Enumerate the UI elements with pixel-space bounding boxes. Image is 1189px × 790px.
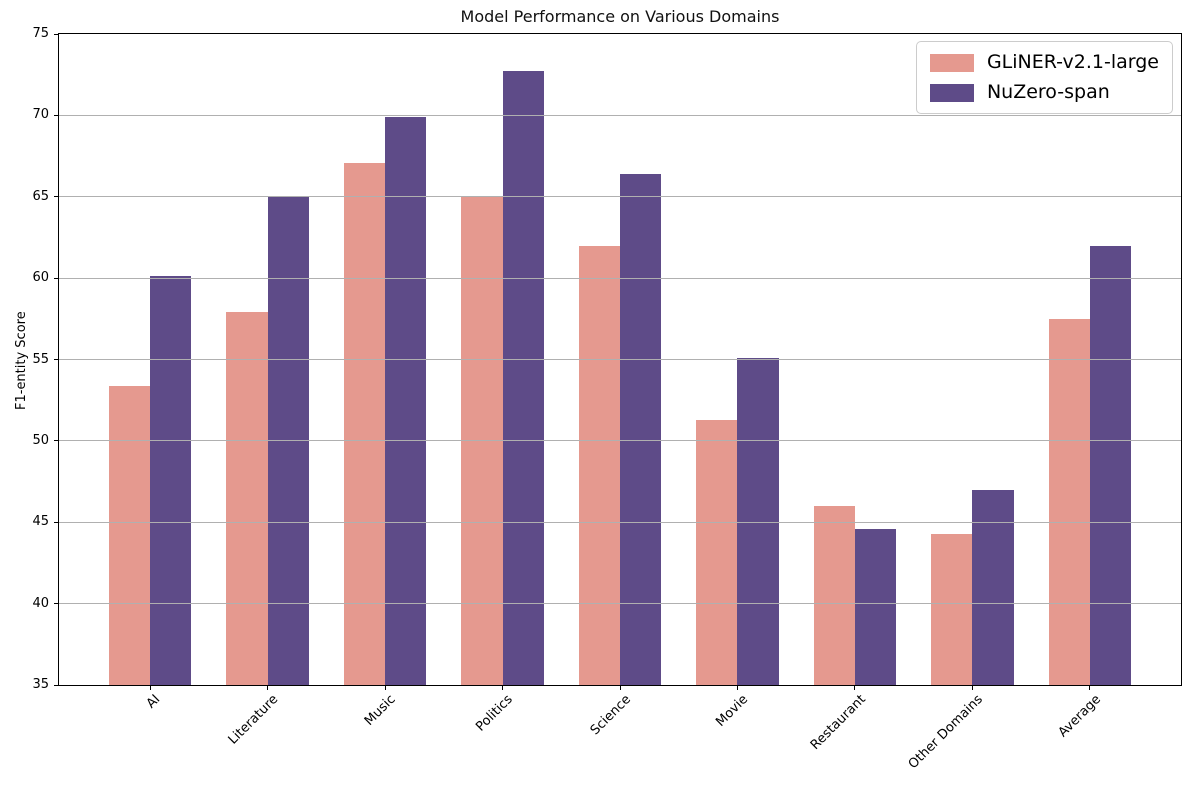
x-tick-mark bbox=[619, 686, 621, 690]
legend-entry-nuzero: NuZero-span bbox=[929, 81, 1159, 104]
legend-swatch-nuzero bbox=[929, 83, 974, 102]
bar-NuZero-span-AI bbox=[150, 276, 192, 685]
x-tick-mark bbox=[384, 686, 386, 690]
bar-GLiNER-v2.1-large-Movie bbox=[696, 419, 738, 685]
bar-NuZero-span-Movie bbox=[737, 357, 779, 685]
x-tick-mark bbox=[971, 686, 973, 690]
bar-GLiNER-v2.1-large-Literature bbox=[226, 312, 268, 685]
y-tick-label: 75 bbox=[32, 26, 49, 41]
gridline bbox=[59, 277, 1181, 279]
legend-label-gliner: GLiNER-v2.1-large bbox=[986, 51, 1159, 73]
chart-title: Model Performance on Various Domains bbox=[460, 7, 780, 26]
x-tick-mark bbox=[1089, 686, 1091, 690]
plot-area: 35 40 45 50 55 60 65 70 75 AI Literature Music Poli… bbox=[32, 26, 1182, 772]
x-tick-label: Movie bbox=[713, 692, 752, 730]
x-tick-mark bbox=[854, 686, 856, 690]
bar-GLiNER-v2.1-large-AI bbox=[108, 385, 151, 685]
bar-GLiNER-v2.1-large-Other Domains bbox=[931, 533, 973, 685]
gridline bbox=[59, 196, 1181, 198]
y-tick-mark bbox=[54, 277, 58, 279]
bar-NuZero-span-Average bbox=[1089, 245, 1132, 685]
legend-entry-gliner: GLiNER-v2.1-large bbox=[929, 51, 1159, 74]
bar-NuZero-span-Politics bbox=[502, 71, 544, 685]
x-tick-label: Science bbox=[587, 692, 634, 739]
y-axis-label: F1-entity Score bbox=[14, 311, 29, 410]
gridline bbox=[59, 603, 1181, 605]
y-tick-label: 65 bbox=[32, 188, 49, 204]
x-tick-mark bbox=[736, 686, 738, 690]
x-tick-label: Average bbox=[1055, 692, 1104, 741]
y-tick-label: 45 bbox=[32, 514, 49, 530]
y-tick-label: 70 bbox=[32, 107, 49, 123]
bar-GLiNER-v2.1-large-Science bbox=[578, 245, 620, 685]
x-tick-label: Politics bbox=[473, 692, 517, 735]
gridline bbox=[59, 114, 1181, 116]
gridline bbox=[59, 440, 1181, 442]
legend: GLiNER-v2.1-large NuZero-span bbox=[915, 41, 1173, 114]
x-tick-label: Restaurant bbox=[807, 692, 869, 753]
legend-label-nuzero: NuZero-span bbox=[986, 81, 1110, 103]
y-tick-label: 40 bbox=[32, 595, 49, 611]
x-tick-label: AI bbox=[144, 692, 164, 712]
y-tick-label: 35 bbox=[32, 677, 49, 692]
y-tick-mark bbox=[54, 114, 58, 116]
bar-GLiNER-v2.1-large-Restaurant bbox=[813, 505, 855, 685]
grid-layer bbox=[59, 34, 1181, 685]
y-tick-mark bbox=[54, 33, 58, 35]
bar-GLiNER-v2.1-large-Music bbox=[343, 162, 385, 685]
y-tick-label: 50 bbox=[32, 432, 49, 448]
x-tick-mark bbox=[149, 686, 151, 690]
legend-swatch-gliner bbox=[929, 53, 974, 72]
y-tick-mark bbox=[54, 359, 58, 360]
x-tick-label: Music bbox=[361, 692, 399, 729]
bar-NuZero-span-Science bbox=[620, 173, 662, 685]
bar-NuZero-span-Music bbox=[385, 117, 427, 685]
y-tick-mark bbox=[54, 684, 58, 686]
bar-GLiNER-v2.1-large-Average bbox=[1048, 318, 1090, 685]
y-tick-mark bbox=[54, 521, 58, 523]
gridline bbox=[59, 521, 1181, 523]
y-tick-mark bbox=[54, 196, 58, 198]
y-tick-mark bbox=[54, 440, 58, 442]
x-tick-mark bbox=[267, 686, 269, 690]
y-tick-mark bbox=[54, 603, 58, 605]
gridline bbox=[59, 359, 1181, 360]
bar-NuZero-span-Restaurant bbox=[854, 528, 897, 685]
x-tick-mark bbox=[502, 686, 503, 690]
y-tick-label: 60 bbox=[32, 270, 49, 286]
x-tick-label: Other Domains bbox=[905, 692, 987, 773]
x-tick-label: Literature bbox=[225, 692, 282, 748]
